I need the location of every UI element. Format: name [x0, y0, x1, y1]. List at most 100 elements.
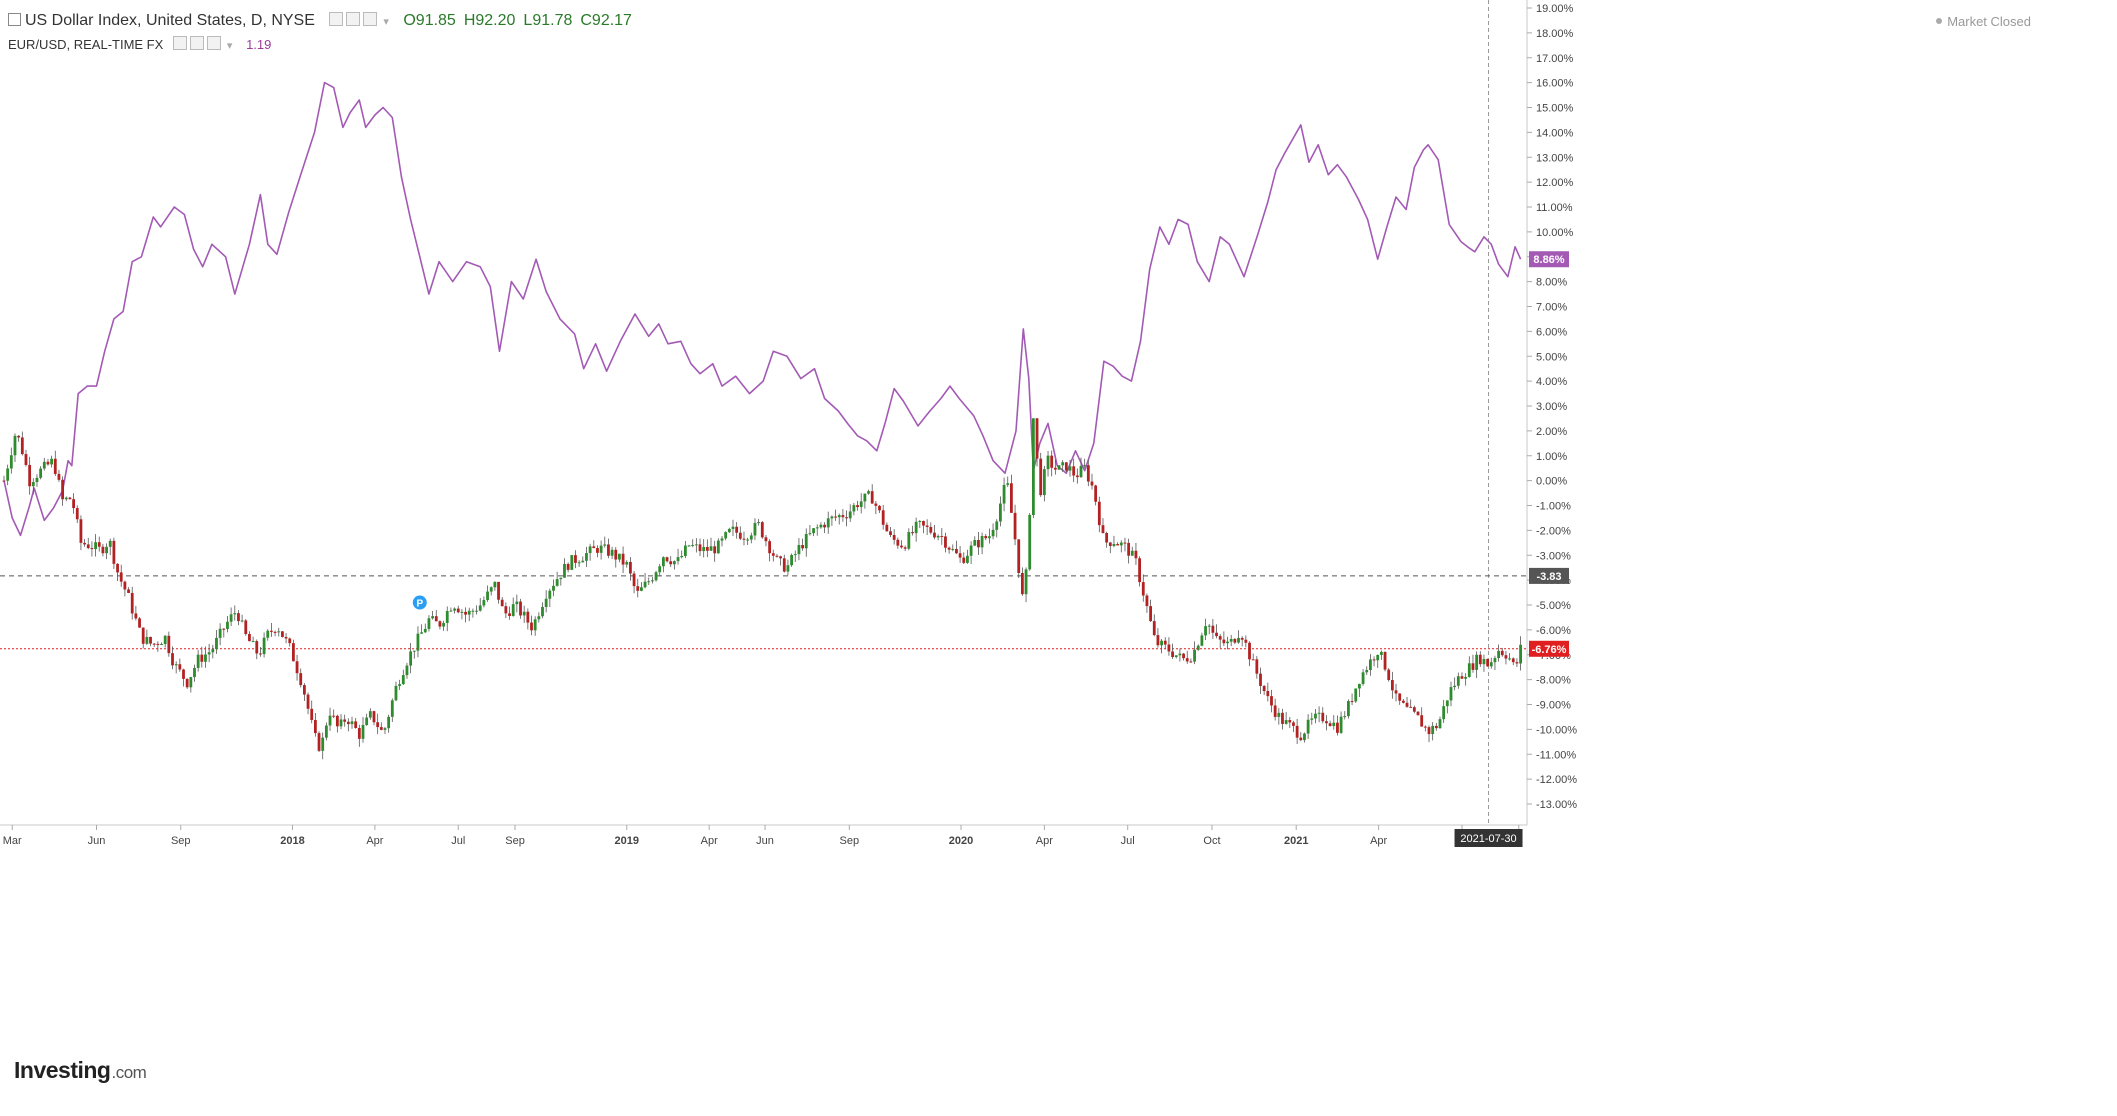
candle-body	[801, 545, 804, 549]
candle-body	[255, 641, 259, 654]
candle-body	[1387, 669, 1391, 681]
high-value: H92.20	[463, 12, 516, 29]
candle-body	[1343, 716, 1347, 718]
y-tick-label: 10.00%	[1536, 227, 1574, 239]
candle-body	[859, 501, 863, 508]
candle-body	[108, 540, 112, 547]
candle-body	[999, 503, 1002, 522]
candle-body	[1372, 659, 1376, 661]
candle-body	[892, 535, 896, 540]
candle-body	[735, 526, 739, 533]
candle-body	[812, 528, 815, 534]
y-tick-label: 17.00%	[1536, 53, 1574, 65]
candle-body	[889, 531, 892, 536]
candle-body	[317, 733, 321, 751]
candle-body	[39, 468, 43, 478]
candle-body	[878, 505, 881, 511]
candle-body	[607, 544, 610, 556]
candle-body	[226, 621, 229, 629]
candle-body	[991, 529, 995, 537]
candle-body	[977, 540, 980, 548]
candle-body	[625, 561, 629, 565]
eurusd-line	[3, 81, 1522, 537]
candle-body	[570, 555, 574, 570]
candle-body	[585, 553, 588, 561]
reference-label: -3.83	[1536, 571, 1561, 583]
candle-body	[1511, 658, 1515, 663]
candle-body	[885, 524, 889, 532]
candle-body	[504, 606, 508, 614]
candle-body	[581, 560, 585, 563]
x-tick-label: Oct	[1203, 835, 1220, 847]
ohlc-values: O91.85 H92.20 L91.78 C92.17	[403, 12, 640, 29]
dropdown-caret-icon[interactable]: ▾	[383, 16, 389, 28]
x-tick-label: 2020	[949, 835, 973, 847]
candle-body	[354, 721, 358, 729]
candle-body	[837, 515, 841, 518]
candle-body	[658, 566, 662, 573]
candle-body	[398, 684, 402, 686]
y-tick-label: 8.00%	[1536, 277, 1567, 289]
candle-body	[870, 491, 874, 504]
crosshair-date-label: 2021-07-30	[1460, 833, 1516, 845]
candle-body	[475, 610, 478, 612]
y-tick-label: -1.00%	[1536, 501, 1571, 513]
y-tick-label: 15.00%	[1536, 103, 1574, 115]
y-tick-label: -3.00%	[1536, 550, 1571, 562]
candle-body	[376, 722, 380, 728]
candle-body	[1273, 705, 1277, 717]
candle-body	[1350, 701, 1354, 703]
candle-body	[237, 613, 240, 622]
close-icon[interactable]	[206, 36, 221, 50]
candle-body	[1083, 465, 1087, 467]
settings-icon[interactable]	[172, 36, 187, 50]
candle-body	[178, 664, 182, 670]
x-tick-label: Jul	[451, 835, 465, 847]
candle-body	[988, 536, 991, 539]
candle-body	[493, 581, 497, 588]
legend-main: US Dollar Index, United States, D, NYSE …	[8, 12, 640, 30]
candle-body	[1365, 669, 1369, 673]
candle-body	[1409, 706, 1413, 708]
candle-body	[94, 542, 97, 550]
candle-body	[541, 606, 544, 617]
candle-body	[1266, 691, 1270, 697]
reference-lines	[0, 575, 1527, 650]
candle-body	[365, 717, 369, 726]
collapse-icon[interactable]	[8, 13, 21, 26]
x-tick-label: Jun	[756, 835, 774, 847]
candle-body	[555, 579, 559, 586]
x-tick-label: 2019	[615, 835, 639, 847]
candle-body	[335, 715, 339, 727]
candle-body	[284, 636, 288, 639]
candle-body	[101, 546, 105, 554]
settings-icon[interactable]	[329, 12, 344, 26]
visibility-icon[interactable]	[189, 36, 204, 50]
candle-body	[727, 528, 731, 533]
y-tick-label: 6.00%	[1536, 326, 1567, 338]
y-tick-label: 1.00%	[1536, 451, 1567, 463]
candle-body	[1449, 687, 1453, 701]
candle-body	[401, 675, 405, 685]
candle-body	[661, 557, 665, 567]
dropdown-caret-icon[interactable]: ▾	[226, 40, 233, 52]
candle-body	[75, 508, 79, 520]
candle-body	[361, 725, 365, 739]
x-tick-label: Apr	[1370, 835, 1387, 847]
candle-body	[698, 544, 702, 552]
candle-body	[830, 516, 834, 519]
x-tick-label: Sep	[840, 835, 860, 847]
close-icon[interactable]	[363, 12, 378, 26]
candle-body	[83, 542, 86, 545]
candle-body	[215, 637, 218, 650]
visibility-icon[interactable]	[346, 12, 361, 26]
candle-body	[1299, 737, 1303, 741]
candle-body	[127, 589, 130, 593]
candle-body	[815, 527, 819, 529]
candle-body	[790, 554, 794, 566]
y-tick-label: 16.00%	[1536, 78, 1574, 90]
candle-body	[332, 715, 336, 717]
candle-body	[1314, 713, 1317, 719]
candle-body	[852, 505, 856, 512]
